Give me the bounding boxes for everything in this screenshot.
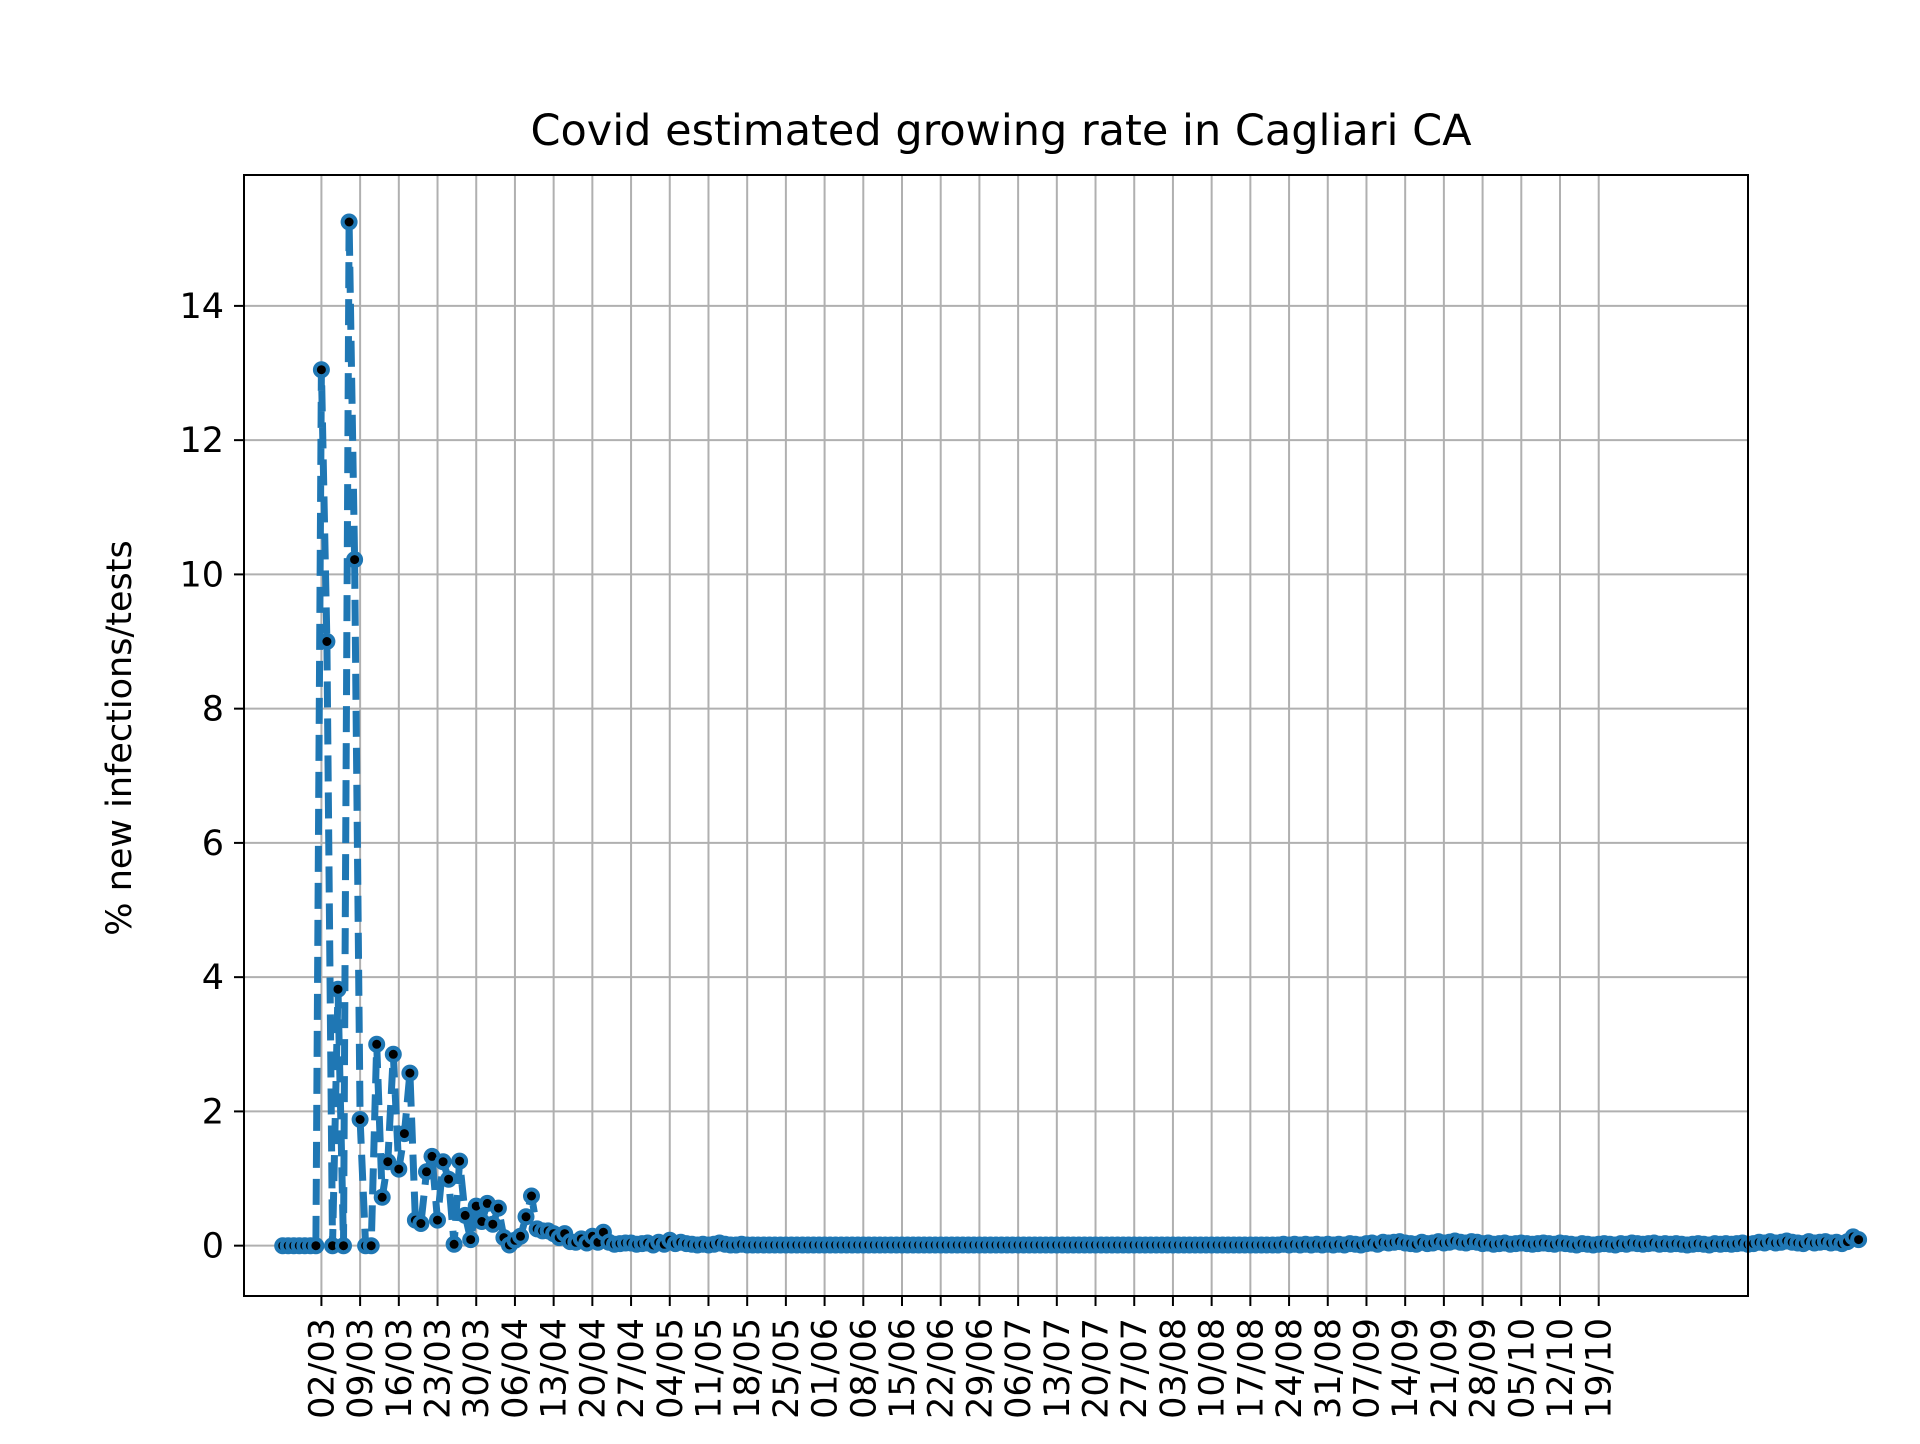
data-point [523, 1187, 540, 1205]
data-point [489, 1199, 507, 1217]
x-tick-label: 06/07 [999, 1318, 1039, 1419]
y-tick-label: 0 [202, 1227, 224, 1267]
series-layer [274, 213, 1868, 1255]
x-tick-label: 22/06 [922, 1318, 962, 1419]
data-point [351, 1111, 369, 1128]
y-axis-label: % new infections/tests [100, 540, 140, 935]
x-tick-label: 06/04 [496, 1318, 536, 1419]
data-point [340, 213, 358, 231]
x-tick-label: 05/10 [1502, 1318, 1542, 1419]
x-tick-label: 14/09 [1386, 1318, 1426, 1419]
x-tick-label: 18/05 [728, 1318, 768, 1419]
data-point [434, 1153, 452, 1171]
data-point [312, 361, 330, 379]
y-axis: 0 2 4 6 8 10 12 14 [179, 287, 244, 1267]
data-point [412, 1215, 430, 1232]
data-point [390, 1160, 408, 1178]
data-point [456, 1206, 474, 1224]
x-tick-label: 04/05 [651, 1318, 691, 1419]
data-point [451, 1152, 469, 1170]
x-tick-label: 15/06 [883, 1318, 923, 1419]
x-axis: 02/0309/0316/0323/0330/0306/0413/0420/04… [302, 1296, 1620, 1419]
data-point [346, 551, 364, 569]
x-tick-label: 17/08 [1231, 1318, 1271, 1419]
y-tick-label: 2 [202, 1092, 224, 1132]
x-tick-label: 11/05 [689, 1318, 729, 1419]
x-tick-label: 28/09 [1464, 1318, 1504, 1419]
x-tick-label: 23/03 [419, 1318, 459, 1419]
data-point [307, 1237, 325, 1255]
data-point [362, 1237, 380, 1255]
data-point [445, 1235, 463, 1253]
data-point [429, 1211, 446, 1229]
x-tick-label: 03/08 [1154, 1318, 1194, 1419]
x-tick-label: 01/06 [806, 1318, 846, 1419]
data-point [512, 1227, 529, 1245]
y-tick-label: 4 [202, 958, 224, 998]
x-tick-label: 27/07 [1115, 1318, 1155, 1419]
data-point [1850, 1231, 1868, 1249]
data-point [335, 1237, 352, 1255]
data-point [329, 980, 347, 998]
data-point [484, 1215, 502, 1233]
x-tick-label: 12/10 [1541, 1318, 1581, 1419]
y-tick-label: 10 [179, 555, 224, 595]
grid-lines [244, 175, 1748, 1296]
x-tick-label: 27/04 [612, 1318, 652, 1419]
x-tick-label: 25/05 [767, 1318, 807, 1419]
x-tick-label: 30/03 [457, 1318, 497, 1419]
data-point [379, 1153, 397, 1171]
x-tick-label: 13/04 [535, 1318, 575, 1419]
x-tick-label: 02/03 [302, 1318, 342, 1419]
x-tick-label: 20/07 [1077, 1318, 1117, 1419]
y-tick-label: 12 [179, 421, 224, 461]
x-tick-label: 19/10 [1580, 1318, 1620, 1419]
data-point [517, 1208, 535, 1226]
x-tick-label: 21/09 [1425, 1318, 1465, 1419]
y-tick-label: 6 [202, 824, 224, 864]
data-point [401, 1064, 419, 1082]
data-point [440, 1170, 458, 1188]
x-tick-label: 09/03 [341, 1318, 381, 1419]
x-tick-label: 13/07 [1038, 1318, 1078, 1419]
x-tick-label: 08/06 [844, 1318, 884, 1419]
plot-area-frame [243, 174, 1749, 1297]
data-point [395, 1125, 413, 1143]
y-tick-label: 8 [202, 690, 224, 730]
data-point [318, 633, 336, 650]
data-point [373, 1188, 391, 1206]
chart-title: Covid estimated growing rate in Cagliari… [530, 106, 1472, 156]
x-tick-label: 24/08 [1270, 1318, 1310, 1419]
y-tick-label: 14 [179, 287, 224, 327]
x-tick-label: 07/09 [1347, 1318, 1387, 1419]
x-tick-label: 16/03 [380, 1318, 420, 1419]
x-tick-label: 10/08 [1193, 1318, 1233, 1419]
x-tick-label: 31/08 [1309, 1318, 1349, 1419]
x-tick-label: 20/04 [573, 1318, 613, 1419]
data-point [384, 1045, 402, 1063]
data-point [418, 1163, 435, 1181]
data-point [368, 1035, 386, 1053]
data-point [462, 1231, 480, 1249]
x-tick-label: 29/06 [960, 1318, 1000, 1419]
